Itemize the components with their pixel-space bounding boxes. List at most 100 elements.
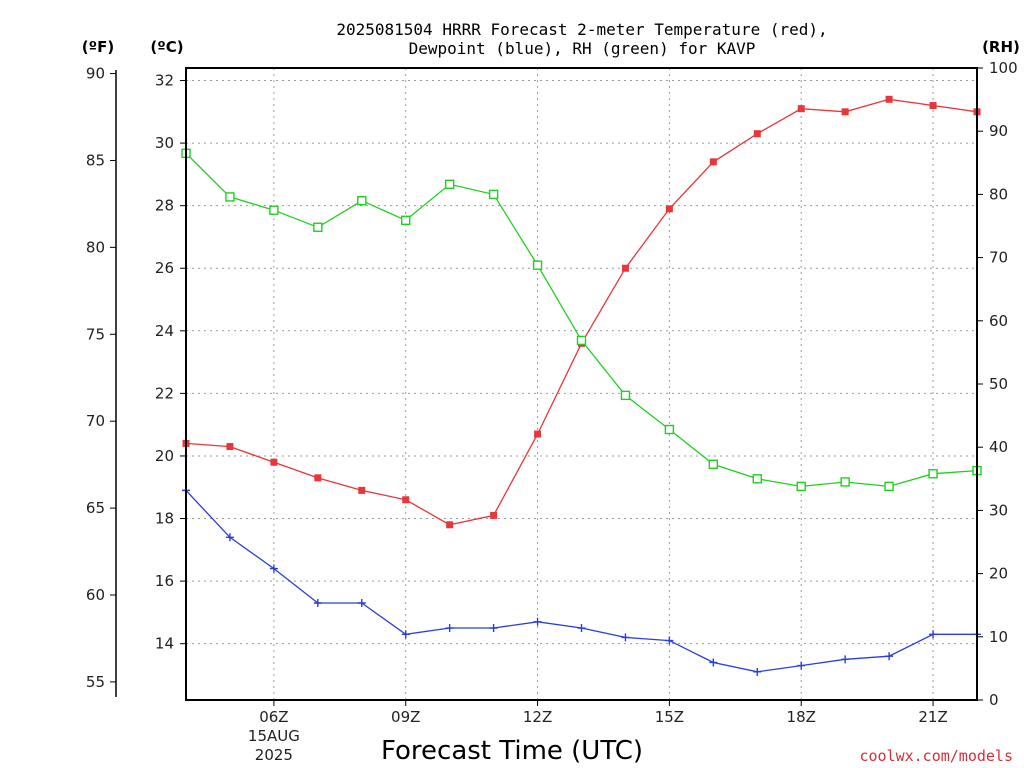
rh-tick-label: 30 (989, 501, 1008, 519)
data-point (753, 130, 761, 138)
data-point (665, 636, 674, 645)
data-point (929, 630, 938, 639)
credit-text: coolwx.com/models (859, 747, 1013, 765)
data-point (401, 630, 410, 639)
data-point (488, 189, 499, 200)
celsius-tick-label: 20 (155, 447, 174, 465)
x-tick-label: 15Z (655, 708, 684, 726)
data-point (841, 108, 849, 116)
data-point (269, 564, 278, 573)
fahrenheit-tick-label: 80 (86, 238, 105, 256)
data-point (753, 667, 762, 676)
rh-tick-label: 70 (989, 249, 1008, 267)
data-point (444, 179, 455, 189)
data-point (270, 458, 278, 466)
data-point (269, 205, 279, 215)
data-point (357, 599, 366, 608)
data-point (841, 655, 850, 664)
data-point (709, 158, 717, 166)
fahrenheit-tick-label: 85 (86, 151, 105, 169)
tick-labels: 14 16 18 20 22 24 26 28 30 32 55 60 65 70 75 80 85 90 0 10 2… (86, 59, 1018, 764)
x-tick-label: 09Z (391, 708, 420, 726)
data-point (445, 624, 454, 633)
x-axis-label: Forecast Time (UTC) (381, 736, 643, 766)
rh-tick-label: 40 (989, 438, 1008, 456)
data-point (532, 260, 543, 270)
celsius-tick-label: 24 (155, 322, 174, 340)
data-point (225, 533, 234, 542)
data-point (401, 215, 411, 226)
axes (110, 67, 983, 706)
data-point (225, 192, 235, 202)
data-point (577, 624, 586, 633)
rh-tick-label: 100 (989, 59, 1018, 77)
rh-tick-label: 90 (989, 122, 1008, 140)
data-point (358, 486, 366, 494)
rh-unit-label: (RH) (982, 38, 1020, 56)
data-point (752, 474, 762, 484)
celsius-tick-label: 32 (155, 72, 174, 90)
celsius-tick-label: 14 (155, 635, 174, 653)
x-tick-label: 12Z (523, 708, 552, 726)
series-line (185, 98, 978, 526)
data-point (884, 481, 894, 492)
celsius-unit-label: (ºC) (150, 38, 183, 56)
data-point (313, 599, 322, 608)
data-point (796, 481, 806, 492)
x-tick-label: 06Z (259, 708, 288, 726)
data-point (885, 95, 893, 103)
x-tick-label: 21Z (918, 708, 947, 726)
rh-tick-label: 50 (989, 375, 1008, 393)
celsius-tick-label: 22 (155, 384, 174, 402)
series-lines (181, 95, 982, 676)
fahrenheit-tick-label: 65 (86, 499, 105, 517)
plot-frame (185, 67, 978, 701)
celsius-tick-label: 28 (155, 197, 174, 215)
data-point (929, 102, 937, 110)
rh-tick-label: 20 (989, 565, 1008, 583)
series-line (185, 152, 978, 488)
data-point (533, 617, 542, 626)
series-2 (181, 148, 982, 492)
data-point (664, 424, 675, 435)
data-point (576, 335, 587, 346)
data-point (620, 390, 631, 401)
data-point (928, 469, 938, 479)
data-point (885, 652, 894, 661)
fahrenheit-tick-label: 90 (86, 65, 105, 83)
celsius-tick-label: 16 (155, 572, 174, 590)
rh-tick-label: 10 (989, 628, 1008, 646)
celsius-tick-label: 26 (155, 259, 174, 277)
fahrenheit-tick-label: 70 (86, 412, 105, 430)
data-point (313, 222, 323, 232)
data-point (402, 496, 410, 504)
data-point (665, 205, 673, 213)
data-point (534, 430, 542, 438)
data-point (840, 477, 850, 487)
fahrenheit-tick-label: 75 (86, 325, 105, 343)
chart-subtitle: Dewpoint (blue), RH (green) for KAVP (409, 39, 756, 58)
data-point (621, 264, 629, 272)
grid-lines (186, 68, 977, 700)
data-point (489, 624, 498, 633)
data-point (357, 196, 367, 206)
celsius-tick-label: 18 (155, 510, 174, 528)
fahrenheit-tick-label: 55 (86, 673, 105, 691)
fahrenheit-unit-label: (ºF) (82, 38, 114, 56)
x-tick-label: 18Z (787, 708, 816, 726)
data-point (490, 511, 498, 519)
fahrenheit-tick-label: 60 (86, 586, 105, 604)
rh-tick-label: 0 (989, 691, 999, 709)
data-point (797, 105, 805, 113)
celsius-tick-label: 30 (155, 134, 174, 152)
data-point (314, 474, 322, 482)
x-date-label: 15AUG (248, 727, 300, 745)
data-point (621, 633, 630, 642)
x-year-label: 2025 (255, 746, 293, 764)
data-point (708, 459, 719, 469)
chart-title: 2025081504 HRRR Forecast 2-meter Tempera… (336, 20, 827, 39)
data-point (797, 661, 806, 670)
rh-tick-label: 80 (989, 185, 1008, 203)
series-0 (182, 95, 981, 529)
